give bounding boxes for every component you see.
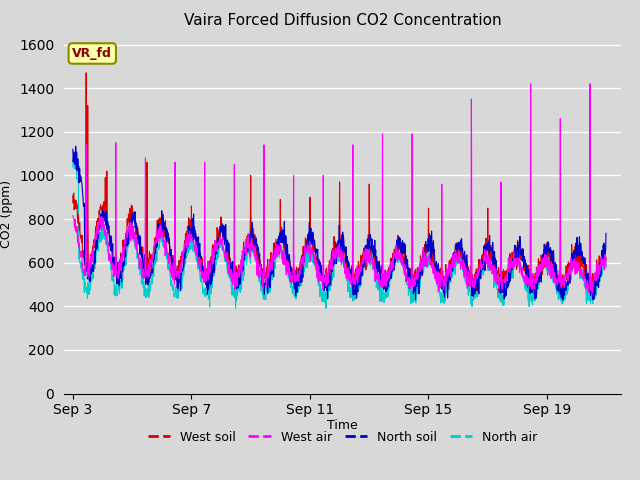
Y-axis label: CO2 (ppm): CO2 (ppm): [1, 180, 13, 248]
Text: VR_fd: VR_fd: [72, 47, 112, 60]
Legend: West soil, West air, North soil, North air: West soil, West air, North soil, North a…: [143, 426, 542, 448]
Title: Vaira Forced Diffusion CO2 Concentration: Vaira Forced Diffusion CO2 Concentration: [184, 13, 501, 28]
X-axis label: Time: Time: [327, 419, 358, 432]
